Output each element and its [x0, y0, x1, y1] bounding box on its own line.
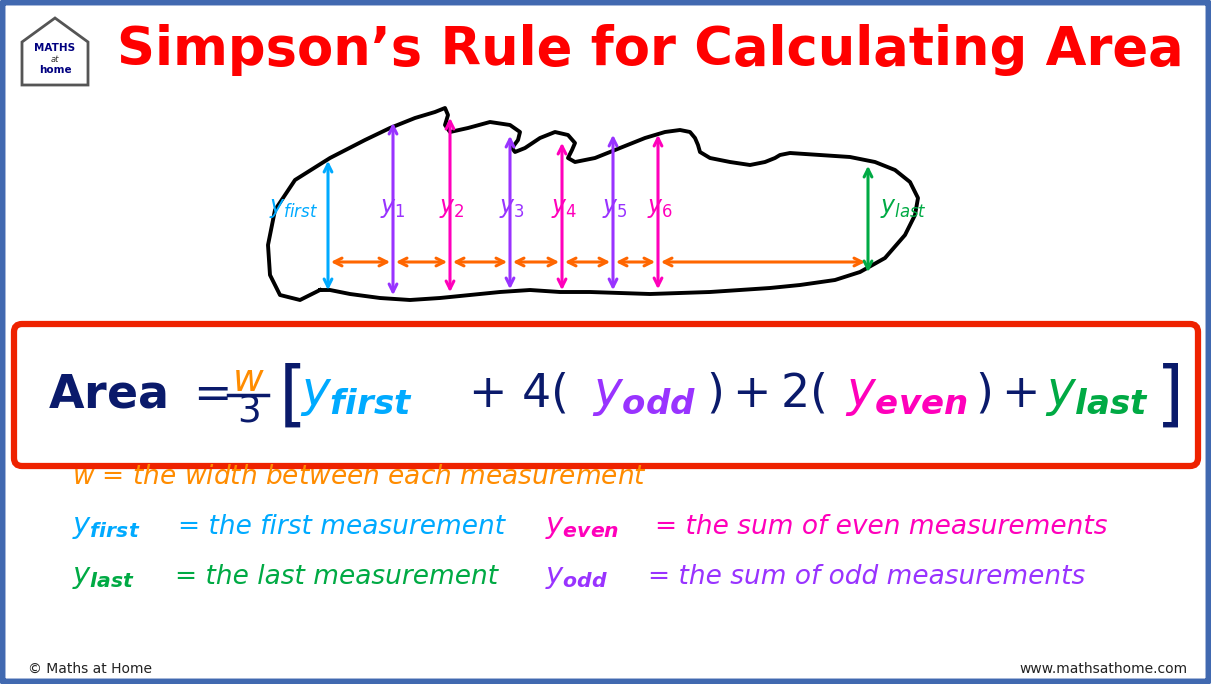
- Text: $[$: $[$: [279, 363, 302, 432]
- Text: home: home: [39, 65, 71, 75]
- Text: Simpson’s Rule for Calculating Area: Simpson’s Rule for Calculating Area: [116, 24, 1183, 76]
- Text: $]$: $]$: [1155, 363, 1180, 432]
- FancyBboxPatch shape: [15, 324, 1198, 466]
- Text: at: at: [51, 55, 59, 64]
- Text: $+ \ 4($: $+ \ 4($: [467, 371, 567, 417]
- Text: $w$ = the width between each measurement: $w$ = the width between each measurement: [71, 464, 647, 490]
- Text: $y_{\mathregular{first}}$: $y_{\mathregular{first}}$: [269, 196, 318, 220]
- Text: = the last measurement: = the last measurement: [176, 564, 498, 590]
- Text: Area $=$: Area $=$: [48, 373, 229, 417]
- Text: $y_6$: $y_6$: [647, 196, 673, 220]
- Text: $y_{\mathregular{last}}$: $y_{\mathregular{last}}$: [71, 563, 136, 591]
- Text: MATHS: MATHS: [34, 43, 75, 53]
- Text: $y_{\mathregular{last}}$: $y_{\mathregular{last}}$: [880, 196, 926, 220]
- Text: $y_{\mathregular{first}}$: $y_{\mathregular{first}}$: [300, 370, 413, 418]
- Text: $3$: $3$: [236, 394, 259, 430]
- Text: = the sum of even measurements: = the sum of even measurements: [655, 514, 1108, 540]
- Text: $y_4$: $y_4$: [551, 196, 578, 220]
- Text: $y_{\mathregular{odd}}$: $y_{\mathregular{odd}}$: [545, 563, 608, 591]
- Text: $y_{\mathregular{last}}$: $y_{\mathregular{last}}$: [1045, 370, 1149, 418]
- Text: $y_3$: $y_3$: [499, 196, 524, 220]
- Text: $y_{\mathregular{odd}}$: $y_{\mathregular{odd}}$: [592, 370, 696, 418]
- Text: $) + 2($: $) + 2($: [706, 371, 826, 417]
- Text: = the first measurement: = the first measurement: [178, 514, 505, 540]
- Text: $y_{\mathregular{first}}$: $y_{\mathregular{first}}$: [71, 513, 140, 541]
- Text: $y_{\mathregular{even}}$: $y_{\mathregular{even}}$: [545, 513, 619, 541]
- Text: © Maths at Home: © Maths at Home: [28, 662, 153, 676]
- Text: $y_5$: $y_5$: [602, 196, 627, 220]
- Text: $w$: $w$: [231, 363, 264, 399]
- Text: $) +$: $) +$: [975, 371, 1038, 417]
- Text: $y_1$: $y_1$: [380, 196, 406, 220]
- Text: $y_2$: $y_2$: [440, 196, 465, 220]
- Text: $y_{\mathregular{even}}$: $y_{\mathregular{even}}$: [845, 370, 968, 418]
- Text: = the sum of odd measurements: = the sum of odd measurements: [648, 564, 1085, 590]
- Polygon shape: [22, 18, 88, 85]
- Text: www.mathsathome.com: www.mathsathome.com: [1020, 662, 1188, 676]
